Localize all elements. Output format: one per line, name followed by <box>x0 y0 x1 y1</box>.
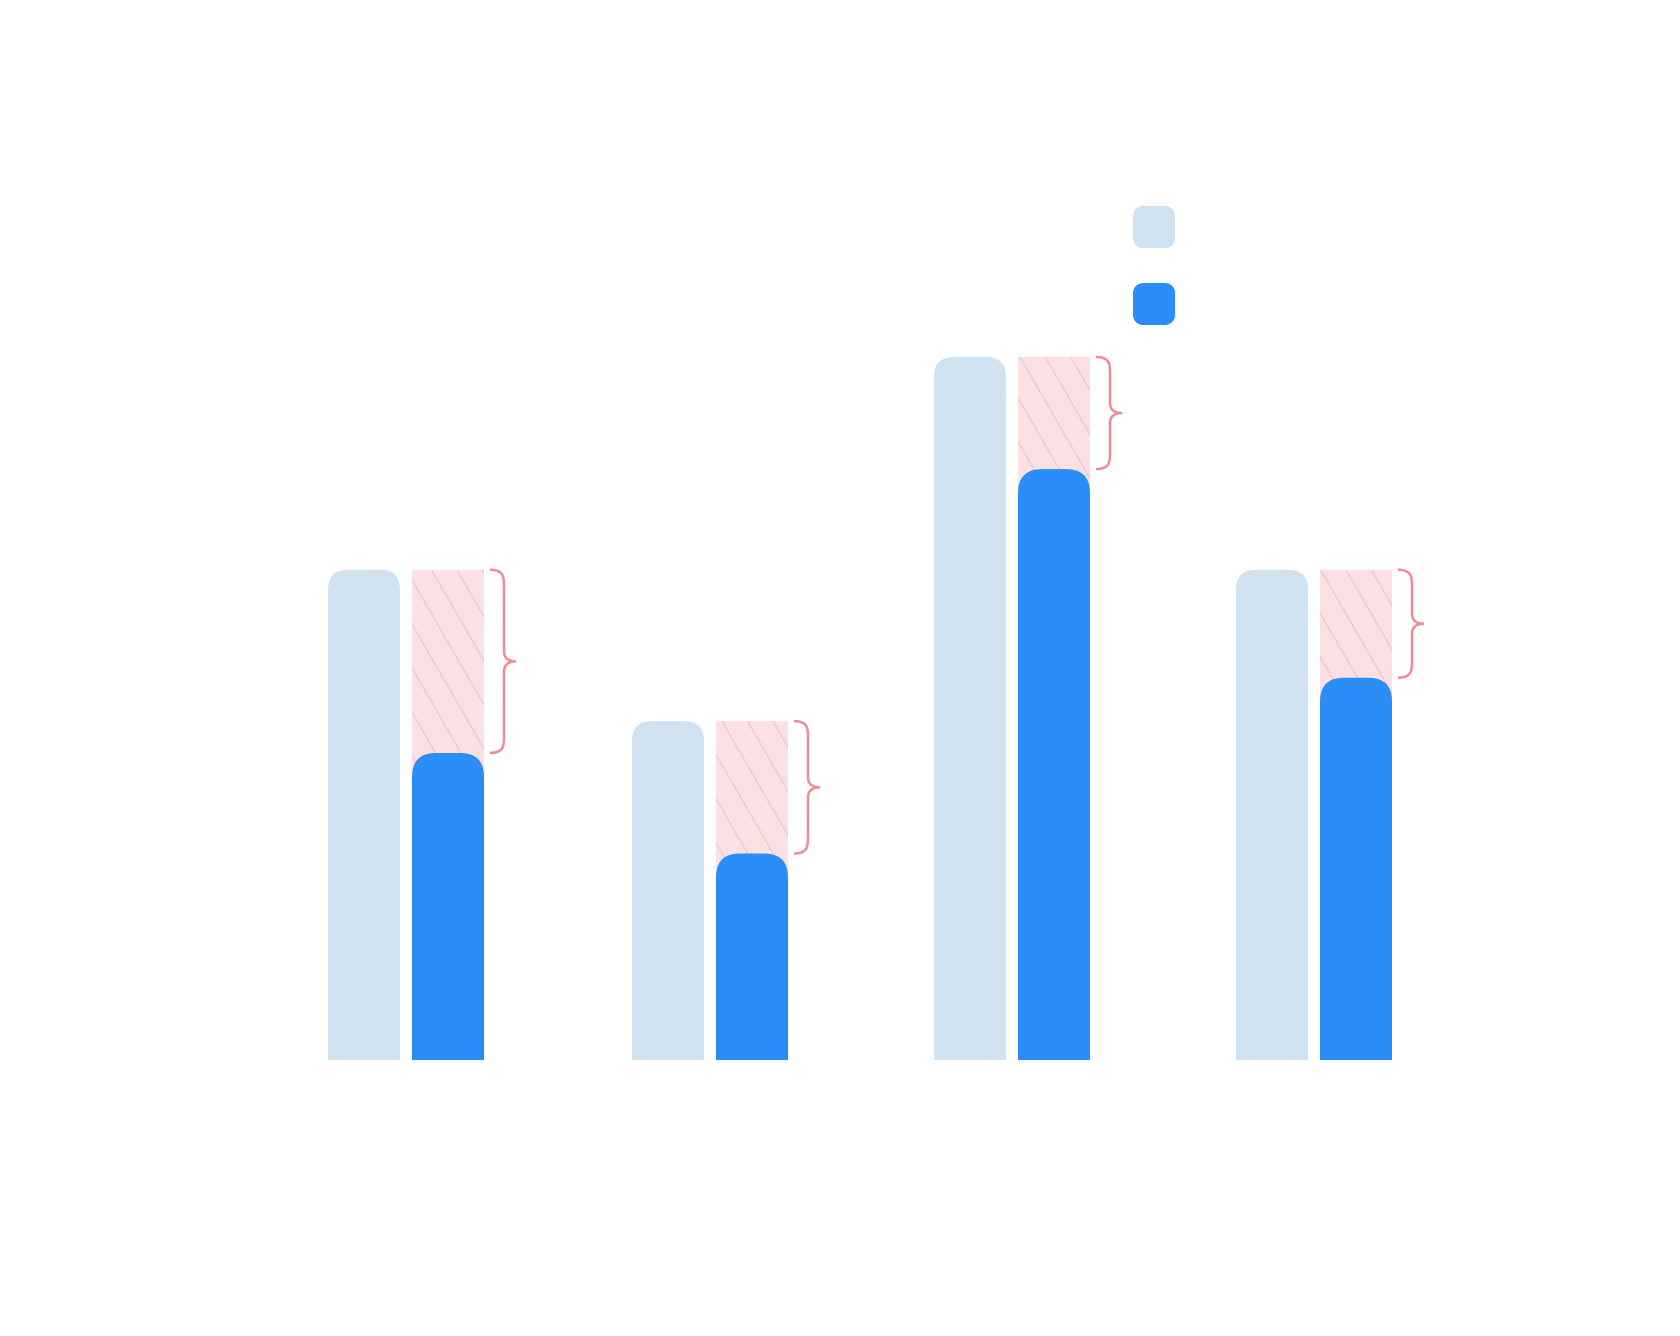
legend-swatch-baseline <box>1133 206 1175 248</box>
gap-region-1 <box>716 721 788 874</box>
gap-region-3 <box>1320 569 1392 698</box>
bar-baseline-3 <box>1236 569 1308 1060</box>
gap-brace-1 <box>793 719 821 855</box>
bar-result-2 <box>1018 469 1090 1060</box>
bar-baseline-1 <box>632 721 704 1060</box>
bar-baseline-0 <box>328 569 400 1060</box>
bar-result-0 <box>412 752 484 1060</box>
bar-result-3 <box>1320 677 1392 1060</box>
gap-brace-0 <box>489 568 517 755</box>
bar-baseline-2 <box>934 356 1006 1060</box>
gap-region-0 <box>412 569 484 773</box>
chart-legend <box>1133 206 1175 325</box>
gap-brace-2 <box>1095 355 1123 471</box>
legend-swatch-result <box>1133 283 1175 325</box>
bar-result-1 <box>716 853 788 1060</box>
gap-region-2 <box>1018 356 1090 490</box>
bars-group <box>328 355 1425 1060</box>
gap-brace-3 <box>1397 568 1425 680</box>
